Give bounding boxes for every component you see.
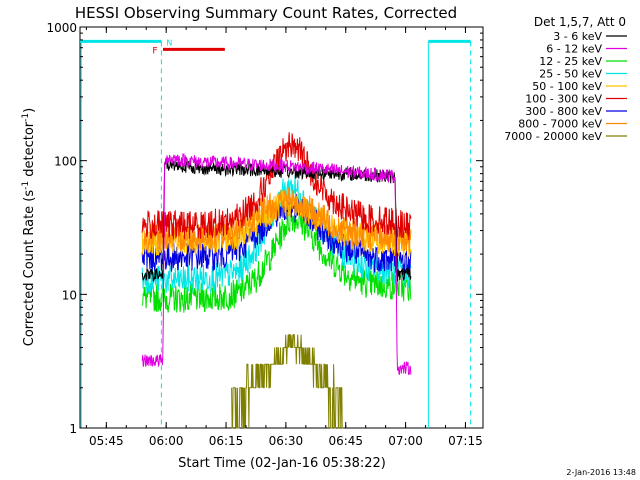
y-tick-label: 1 <box>69 422 77 436</box>
night-flag-label: N <box>166 38 172 47</box>
x-tick-label: 06:00 <box>149 434 184 448</box>
x-tick-label: 07:15 <box>448 434 483 448</box>
x-tick-label: 07:00 <box>388 434 423 448</box>
series-line-300-800-kev <box>141 193 412 276</box>
plot-contents: NF <box>80 38 472 429</box>
legend-label: 6 - 12 keV <box>546 43 602 56</box>
y-axis-label: Corrected Count Rate (s-1 detector-1) <box>21 108 37 346</box>
series-line-12-25-kev <box>141 209 412 313</box>
series-line-7000-20000-kev <box>231 334 344 429</box>
legend-label: 300 - 800 keV <box>525 105 602 118</box>
series-line-6-12-kev <box>141 153 412 376</box>
timestamp: 2-Jan-2016 13:48 <box>566 468 636 477</box>
series-line-800-7000-kev <box>141 187 412 253</box>
y-tick-label: 10 <box>62 288 77 302</box>
x-tick-label: 06:15 <box>209 434 244 448</box>
legend-title: Det 1,5,7, Att 0 <box>534 15 626 29</box>
legend-label: 3 - 6 keV <box>553 30 602 43</box>
x-tick-label: 06:30 <box>269 434 304 448</box>
legend-label: 25 - 50 keV <box>539 68 602 81</box>
axes: 05:45 06:00 06:15 06:30 06:45 07:00 07:15 1 10 10… <box>46 21 483 448</box>
x-tick-label: 05:45 <box>89 434 124 448</box>
legend-label: 12 - 25 keV <box>539 55 602 68</box>
y-tick-label: 1000 <box>46 21 77 35</box>
legend-label: 7000 - 20000 keV <box>504 130 602 143</box>
series-line-100-300-kev <box>141 132 412 241</box>
legend-label: 50 - 100 keV <box>532 80 602 93</box>
chart-title: HESSI Observing Summary Count Rates, Cor… <box>75 4 457 22</box>
flare-flag-label: F <box>152 46 157 56</box>
plot-area <box>79 26 484 429</box>
x-tick-label: 06:45 <box>328 434 363 448</box>
legend-label: 800 - 7000 keV <box>518 118 602 131</box>
legend-label: 100 - 300 keV <box>525 93 602 106</box>
x-axis-label: Start Time (02-Jan-16 05:38:22) <box>178 456 386 471</box>
y-tick-label: 100 <box>54 155 77 169</box>
